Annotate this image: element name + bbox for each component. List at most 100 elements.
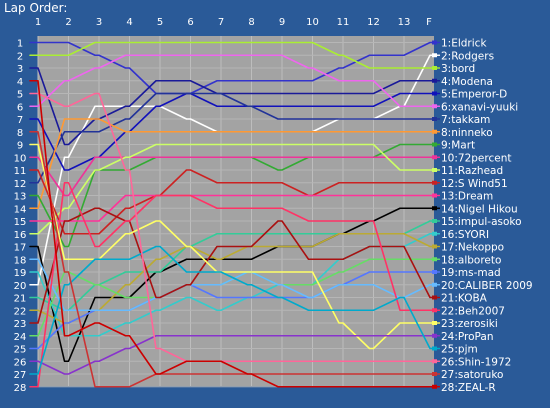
driver-lines (29, 41, 440, 388)
position-label: 23 (14, 319, 27, 330)
legend-label: 18:alboreto (441, 254, 501, 266)
lap-label: 3 (96, 17, 102, 28)
lap-label: 1 (35, 17, 41, 28)
driver-line (29, 207, 435, 324)
driver-line (29, 258, 435, 312)
position-label: 24 (14, 332, 27, 343)
position-label: 16 (14, 230, 27, 241)
legend-label: 25:pjm (441, 344, 478, 356)
lap-label: F (426, 17, 432, 28)
legend-swatch (432, 333, 437, 338)
legend-label: 11:Razhead (441, 165, 503, 177)
position-label: 4 (17, 77, 23, 88)
position-label: 15 (14, 217, 27, 228)
legend-swatch (432, 359, 437, 364)
legend-label: 9:Mart (441, 140, 475, 152)
position-label: 10 (14, 153, 27, 164)
legend-swatch (432, 295, 437, 300)
driver-line (29, 245, 435, 375)
lap-label: 9 (279, 17, 285, 28)
legend-swatch (432, 193, 437, 198)
position-label: 17 (14, 243, 27, 254)
driver-legend: 1:Eldrick2:Rodgers3:bord4:Modena5:Empero… (432, 38, 533, 394)
position-label: 28 (14, 383, 27, 394)
legend-label: 5:Emperor-D (441, 89, 507, 101)
position-label: 14 (14, 204, 27, 215)
driver-line (29, 334, 435, 375)
legend-label: 20:CALIBER 2009 (441, 280, 533, 292)
legend-label: 27:satoruko (441, 369, 503, 381)
driver-line (29, 130, 435, 388)
chart-title: Lap Order: (4, 1, 68, 15)
legend-label: 16:SYORI (441, 229, 489, 241)
lap-label: 8 (248, 17, 254, 28)
legend-swatch (432, 53, 437, 58)
lap-label: 12 (367, 17, 380, 28)
legend-swatch (432, 270, 437, 274)
legend-swatch (432, 244, 437, 249)
legend-swatch (432, 346, 437, 351)
position-label: 9 (17, 141, 23, 152)
legend-label: 3:bord (441, 63, 475, 75)
position-label: 5 (17, 90, 23, 101)
legend-swatch (432, 180, 437, 185)
legend-swatch (432, 219, 437, 223)
driver-line (29, 41, 435, 69)
position-label: 6 (17, 102, 23, 113)
position-label: 26 (14, 357, 27, 368)
legend-swatch (432, 321, 437, 325)
legend-label: 4:Modena (441, 76, 493, 88)
legend-label: 10:72percent (441, 152, 511, 164)
legend-label: 6:xanavi-yuuki (441, 101, 518, 113)
legend-swatch (432, 142, 437, 147)
driver-line (29, 118, 435, 210)
lap-label: 13 (398, 17, 411, 28)
legend-swatch (432, 384, 437, 389)
position-label: 18 (14, 255, 27, 266)
position-label: 12 (14, 179, 27, 190)
driver-line (29, 92, 435, 171)
driver-line (29, 143, 435, 235)
lap-label: 7 (218, 17, 224, 28)
position-label: 11 (14, 166, 27, 177)
driver-line (29, 156, 435, 197)
position-label: 7 (17, 115, 23, 126)
legend-label: 14:Nigel Hikou (441, 203, 518, 215)
position-label: 2 (17, 51, 23, 62)
legend-label: 7:takkam (441, 114, 490, 126)
legend-swatch (432, 117, 437, 121)
lap-label: 2 (65, 17, 71, 28)
position-label: 3 (17, 64, 23, 75)
legend-swatch (432, 206, 437, 211)
legend-label: 1:Eldrick (441, 38, 487, 50)
lap-label: 4 (126, 17, 132, 28)
driver-line (29, 92, 435, 184)
legend-swatch (432, 231, 437, 236)
legend-label: 21:KOBA (441, 293, 488, 305)
legend-swatch (432, 168, 437, 172)
legend-label: 15:impul-asoko (441, 216, 522, 228)
lap-axis: 1 2 3 4 5 6 7 8 9 10 11 12 13 F (35, 17, 432, 28)
legend-swatch (432, 66, 437, 70)
legend-label: 22:Beh2007 (441, 305, 505, 317)
plot-area (38, 36, 434, 386)
legend-swatch (432, 282, 437, 287)
legend-swatch (432, 40, 437, 45)
legend-swatch (432, 91, 437, 96)
legend-label: 23:zerosiki (441, 318, 498, 330)
position-label: 13 (14, 192, 27, 203)
driver-line (29, 79, 435, 388)
position-axis: 1234567891011121314151617181920212223242… (14, 39, 27, 394)
legend-swatch (432, 257, 437, 262)
legend-label: 24:ProPan (441, 331, 494, 343)
driver-line (29, 181, 435, 388)
legend-label: 13:Dream (441, 191, 493, 203)
position-label: 22 (14, 306, 27, 317)
position-label: 21 (14, 294, 27, 305)
position-label: 20 (14, 281, 27, 292)
legend-swatch (432, 155, 437, 160)
lap-label: 10 (306, 17, 319, 28)
legend-swatch (432, 372, 437, 376)
